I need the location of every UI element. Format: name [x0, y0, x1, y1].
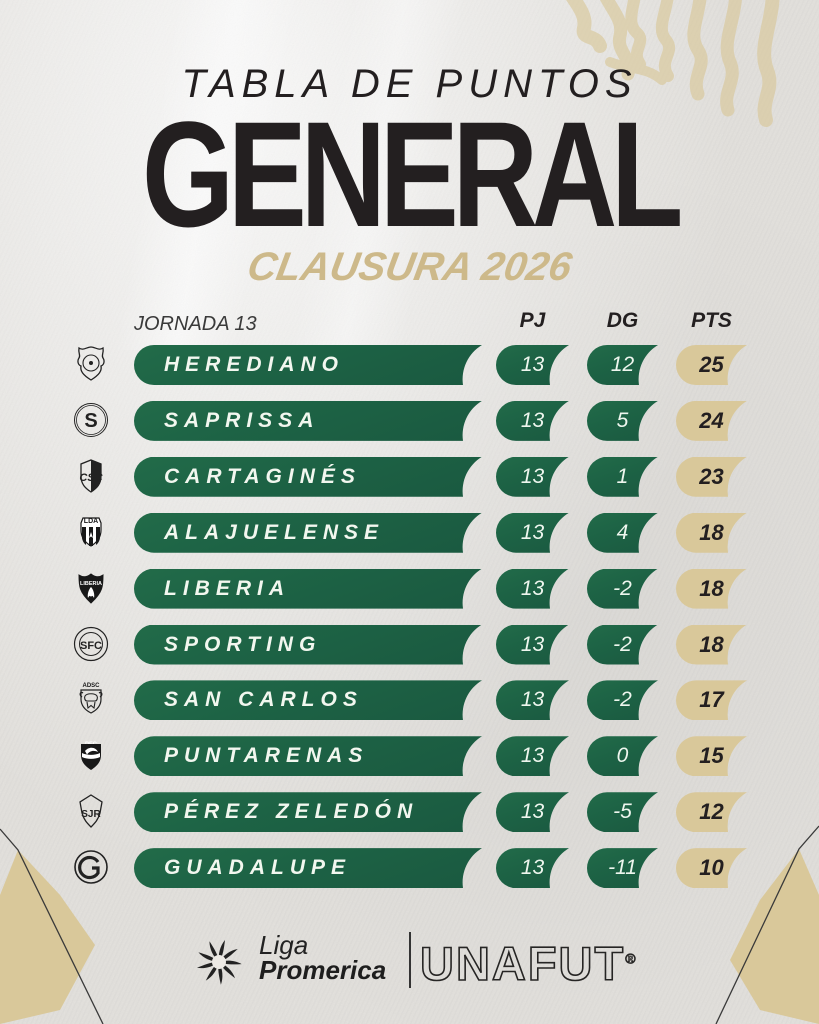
svg-text:ADSC: ADSC: [82, 683, 100, 689]
svg-text:LDA: LDA: [84, 518, 98, 525]
svg-text:CSC: CSC: [79, 472, 103, 484]
svg-text:S: S: [84, 410, 97, 432]
svg-text:LIBERIA: LIBERIA: [80, 581, 102, 587]
svg-text:SJR: SJR: [81, 809, 101, 820]
svg-text:SFC: SFC: [80, 640, 102, 652]
